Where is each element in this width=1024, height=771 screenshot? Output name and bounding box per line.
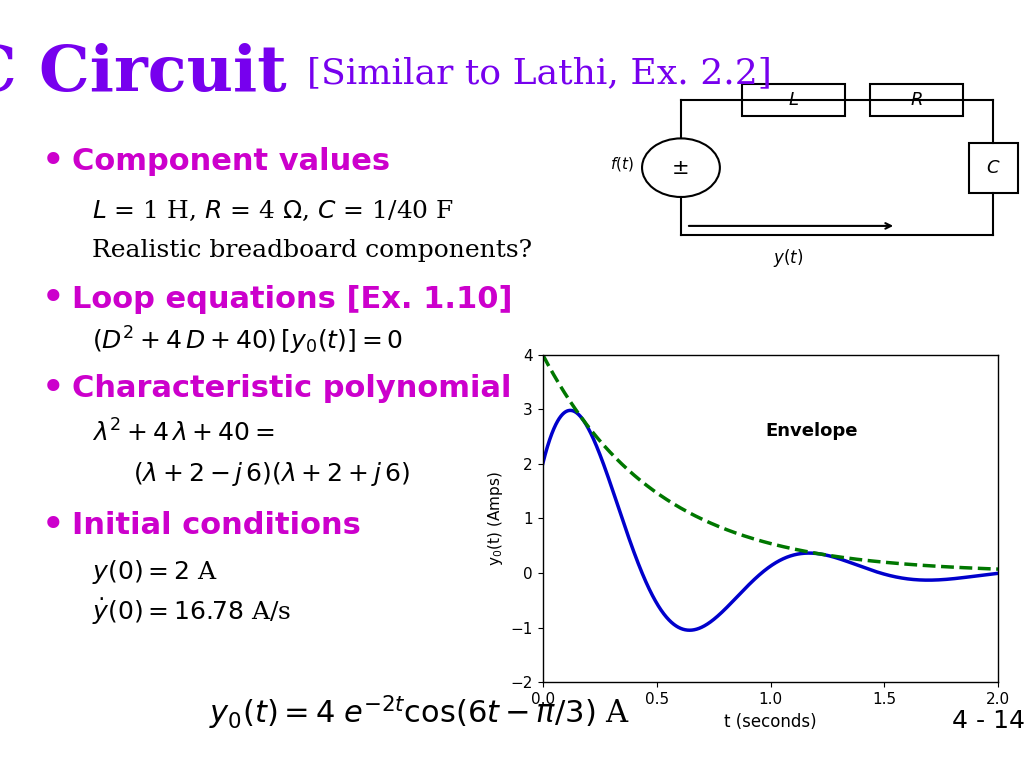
Text: $(\lambda + 2 - j\,6)(\lambda + 2 + j\,6)$: $(\lambda + 2 - j\,6)(\lambda + 2 + j\,6…	[133, 460, 410, 488]
Text: Characteristic polynomial: Characteristic polynomial	[72, 374, 511, 403]
Text: •: •	[41, 368, 66, 409]
Text: Initial conditions: Initial conditions	[72, 511, 360, 540]
Text: $\lambda^2 + 4\,\lambda + 40 =$: $\lambda^2 + 4\,\lambda + 40 =$	[92, 419, 274, 447]
Text: Component values: Component values	[72, 147, 390, 177]
Text: $R$: $R$	[910, 91, 923, 109]
Text: Realistic breadboard components?: Realistic breadboard components?	[92, 239, 532, 262]
Bar	[870, 84, 963, 116]
Y-axis label: y$_0$(t) (Amps): y$_0$(t) (Amps)	[486, 471, 505, 566]
Text: [Similar to Lathi, Ex. 2.2]: [Similar to Lathi, Ex. 2.2]	[307, 56, 772, 90]
Text: $C$: $C$	[986, 159, 1000, 177]
Bar	[742, 84, 845, 116]
Text: $f(t)$: $f(t)$	[609, 155, 634, 173]
Text: $y(0) = 2$ A: $y(0) = 2$ A	[92, 558, 218, 586]
Text: •: •	[41, 505, 66, 547]
Text: 4 - 14: 4 - 14	[952, 709, 1024, 733]
Text: RLC Circuit: RLC Circuit	[0, 42, 287, 104]
Text: $L$: $L$	[788, 91, 799, 109]
Text: $\dot{y}(0) = 16.78$ A/s: $\dot{y}(0) = 16.78$ A/s	[92, 596, 291, 627]
Text: ±: ±	[672, 158, 690, 177]
Text: $(D^2 + 4\,D + 40)\,[y_0(t)] = 0$: $(D^2 + 4\,D + 40)\,[y_0(t)] = 0$	[92, 325, 403, 357]
Text: $y(t)$: $y(t)$	[773, 247, 804, 269]
X-axis label: t (seconds): t (seconds)	[724, 712, 817, 731]
Text: •: •	[41, 141, 66, 183]
Text: $y_0(t) = 4\;e^{-2t}\cos(6t - \pi/3)$ A: $y_0(t) = 4\;e^{-2t}\cos(6t - \pi/3)$ A	[209, 694, 631, 732]
Bar	[969, 143, 1018, 193]
Text: •: •	[41, 278, 66, 320]
Text: $L$ = 1 H, $R$ = 4 $\Omega$, $C$ = 1/40 F: $L$ = 1 H, $R$ = 4 $\Omega$, $C$ = 1/40 …	[92, 199, 455, 224]
Text: Envelope: Envelope	[765, 422, 858, 440]
Text: Loop equations [Ex. 1.10]: Loop equations [Ex. 1.10]	[72, 284, 512, 314]
